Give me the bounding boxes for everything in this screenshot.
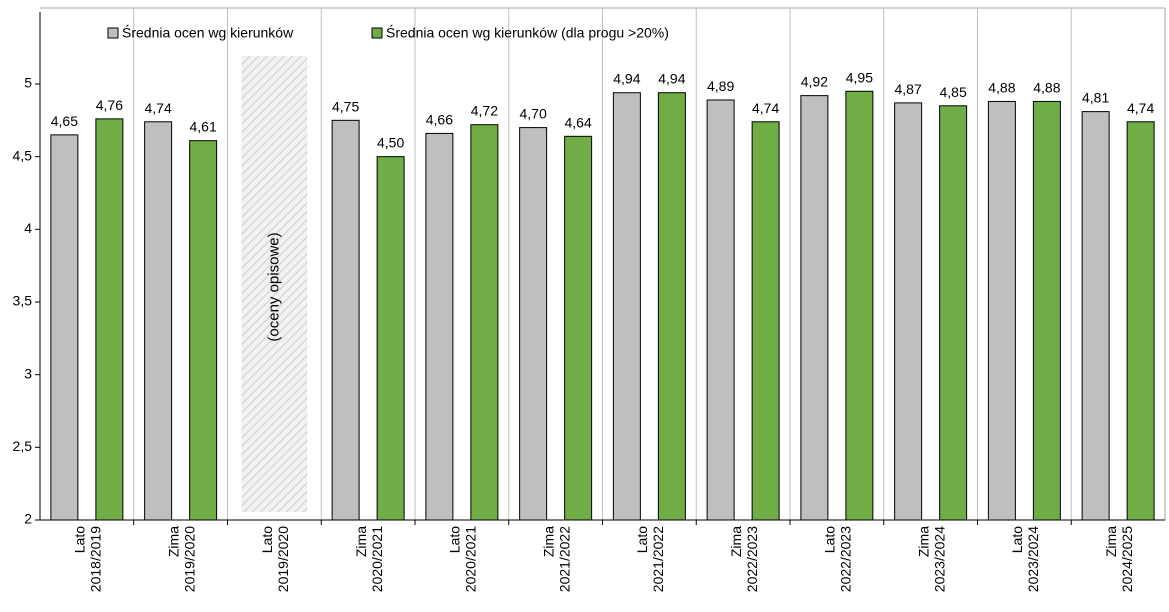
data-label-srednia-prog: 4,95: [846, 69, 873, 85]
legend-item-srednia-prog: Średnia ocen wg kierunków (dla progu >20…: [371, 24, 669, 41]
category-separators: [40, 7, 1166, 520]
category-term-label: Lato: [259, 526, 275, 553]
data-label-srednia: 4,92: [801, 74, 828, 90]
annotation-region: (oceny opisowe): [241, 56, 308, 512]
data-label-srednia: 4,65: [51, 113, 78, 129]
bar-srednia-prog: [470, 124, 499, 521]
data-label-srednia: 4,94: [613, 71, 640, 87]
legend-label: Średnia ocen wg kierunków: [122, 24, 294, 41]
category-term-label: Zima: [1103, 526, 1119, 557]
bar-srednia: [1081, 111, 1110, 521]
bar-srednia: [706, 99, 735, 521]
data-label-srednia-prog: 4,50: [377, 135, 404, 151]
y-tick-label: 2,5: [13, 438, 33, 454]
data-label-srednia: 4,88: [988, 79, 1015, 95]
legend-item-srednia: Średnia ocen wg kierunków: [107, 24, 294, 41]
data-label-srednia: 4,87: [895, 81, 922, 97]
data-label-srednia-prog: 4,94: [658, 71, 685, 87]
category-term-label: Zima: [353, 526, 369, 557]
data-label-srednia: 4,66: [426, 111, 453, 127]
category-term-label: Lato: [447, 526, 463, 553]
category-year-label: 2022/2023: [744, 526, 760, 592]
data-label-srednia-prog: 4,74: [1127, 100, 1154, 116]
bar-srednia-prog: [939, 105, 968, 521]
bars: [50, 90, 1155, 521]
y-tick-label: 3,5: [13, 293, 33, 309]
y-tick-label: 5: [24, 75, 32, 91]
y-tick-label: 2: [24, 511, 32, 527]
category-year-label: 2021/2022: [556, 526, 572, 592]
category-term-label: Lato: [822, 526, 838, 553]
data-label-srednia-prog: 4,72: [471, 103, 498, 119]
data-label-srednia: 4,74: [145, 100, 172, 116]
category-term-label: Lato: [1009, 526, 1025, 553]
data-label-srednia: 4,75: [332, 98, 359, 114]
bar-srednia-prog: [564, 135, 593, 521]
bar-srednia: [519, 127, 548, 521]
data-label-srednia-prog: 4,61: [190, 119, 217, 135]
category-year-label: 2020/2021: [463, 526, 479, 592]
bar-srednia: [50, 134, 79, 521]
data-label-srednia-prog: 4,74: [752, 100, 779, 116]
bar-srednia: [425, 132, 454, 521]
bar-srednia-prog: [376, 156, 405, 521]
data-labels: 4,65 4,74 4,75 4,66 4,70 4,94 4,89 4,92 4,87 4,88…: [51, 69, 1155, 150]
category-term-label: Lato: [634, 526, 650, 553]
category-term-label: Zima: [915, 526, 931, 557]
y-tick-label: 4: [24, 220, 32, 236]
bar-srednia: [987, 100, 1016, 521]
data-label-srednia-prog: 4,76: [96, 97, 123, 113]
x-axis-category-labels: Lato 2018/2019 Zima 2019/2020 Lato 2019/2020 Z…: [72, 526, 1135, 592]
data-label-srednia-prog: 4,64: [565, 114, 592, 130]
category-year-label: 2023/2024: [1025, 526, 1041, 592]
data-label-srednia-prog: 4,88: [1033, 79, 1060, 95]
y-tick-label: 3: [24, 365, 32, 381]
annotation-text: (oceny opisowe): [265, 232, 282, 341]
bar-srednia-prog: [657, 92, 686, 521]
bar-srednia: [894, 102, 923, 521]
category-term-label: Lato: [72, 526, 88, 553]
category-year-label: 2019/2020: [275, 526, 291, 592]
category-year-label: 2021/2022: [650, 526, 666, 592]
data-label-srednia: 4,89: [707, 78, 734, 94]
category-year-label: 2022/2023: [838, 526, 854, 592]
y-axis: 2 2,5 3 3,5 4 4,5 5: [13, 12, 1165, 527]
legend-swatch: [371, 27, 383, 39]
data-label-srednia: 4,70: [520, 106, 547, 122]
annotation-hatch-area: [241, 56, 308, 512]
category-year-label: 2023/2024: [931, 526, 947, 592]
category-year-label: 2018/2019: [88, 526, 104, 592]
category-term-label: Zima: [165, 526, 181, 557]
category-term-label: Zima: [540, 526, 556, 557]
data-label-srednia-prog: 4,85: [940, 84, 967, 100]
category-year-label: 2024/2025: [1119, 526, 1135, 592]
legend-swatch: [107, 27, 119, 39]
bar-srednia-prog: [751, 121, 780, 521]
bar-srednia: [331, 119, 360, 521]
category-year-label: 2020/2021: [369, 526, 385, 592]
bar-srednia-prog: [189, 140, 218, 521]
category-term-label: Zima: [728, 526, 744, 557]
bar-srednia-prog: [845, 90, 874, 521]
bar-srednia: [800, 95, 829, 521]
legend-label: Średnia ocen wg kierunków (dla progu >20…: [386, 24, 669, 41]
bar-srednia-prog: [1032, 100, 1061, 521]
legend: Średnia ocen wg kierunków Średnia ocen wg…: [107, 24, 669, 41]
bar-srednia-prog: [1126, 121, 1155, 521]
category-year-label: 2019/2020: [181, 526, 197, 592]
y-tick-label: 4,5: [13, 147, 33, 163]
bar-srednia: [144, 121, 173, 521]
bar-srednia-prog: [95, 118, 124, 521]
data-label-srednia: 4,81: [1082, 90, 1109, 106]
bar-srednia: [612, 92, 641, 521]
